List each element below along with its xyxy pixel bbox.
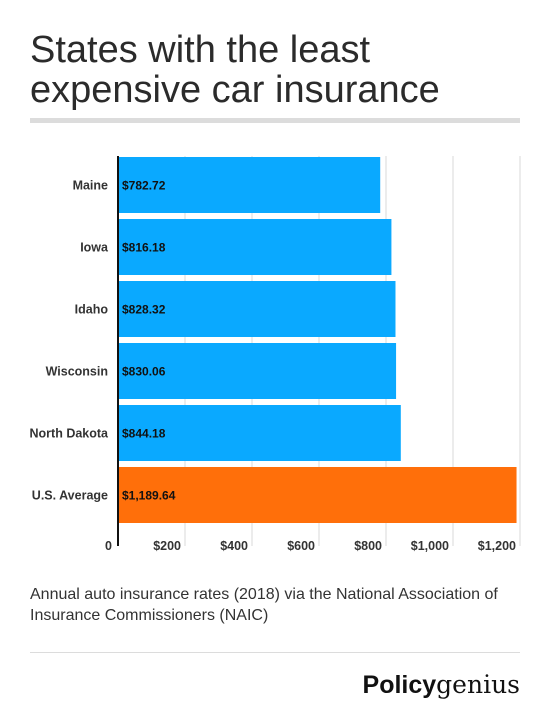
bar (118, 405, 401, 461)
bar (118, 157, 381, 213)
title-divider (30, 118, 520, 123)
footer-divider (30, 652, 520, 653)
x-tick-label: 0 (105, 539, 112, 553)
data-label: $1,189.64 (122, 489, 176, 503)
x-tick-label: $600 (287, 539, 315, 553)
x-tick-label: $1,200 (478, 539, 516, 553)
bar (118, 219, 392, 275)
category-label: U.S. Average (32, 489, 108, 503)
chart-title: States with the least expensive car insu… (30, 29, 440, 111)
x-tick-label: $1,000 (411, 539, 449, 553)
x-tick-label: $400 (220, 539, 248, 553)
data-label: $782.72 (122, 179, 166, 193)
bar (118, 281, 396, 337)
bar (118, 467, 517, 523)
data-label: $828.32 (122, 303, 166, 317)
x-tick-label: $200 (153, 539, 181, 553)
category-label: Idaho (75, 303, 109, 317)
x-tick-label: $800 (354, 539, 382, 553)
data-label: $816.18 (122, 241, 166, 255)
policygenius-logo: Policygenius (362, 670, 520, 699)
category-label: Wisconsin (46, 365, 108, 379)
category-label: Maine (73, 179, 108, 193)
bar-chart: $782.72 Maine $816.18 Iowa $828.32 Idaho $830.… (30, 156, 521, 553)
chart-caption: Annual auto insurance rates (2018) via t… (30, 586, 498, 624)
category-label: North Dakota (30, 427, 110, 441)
data-label: $844.18 (122, 427, 166, 441)
data-label: $830.06 (122, 365, 166, 379)
category-label: Iowa (80, 241, 109, 255)
bar (118, 343, 397, 399)
